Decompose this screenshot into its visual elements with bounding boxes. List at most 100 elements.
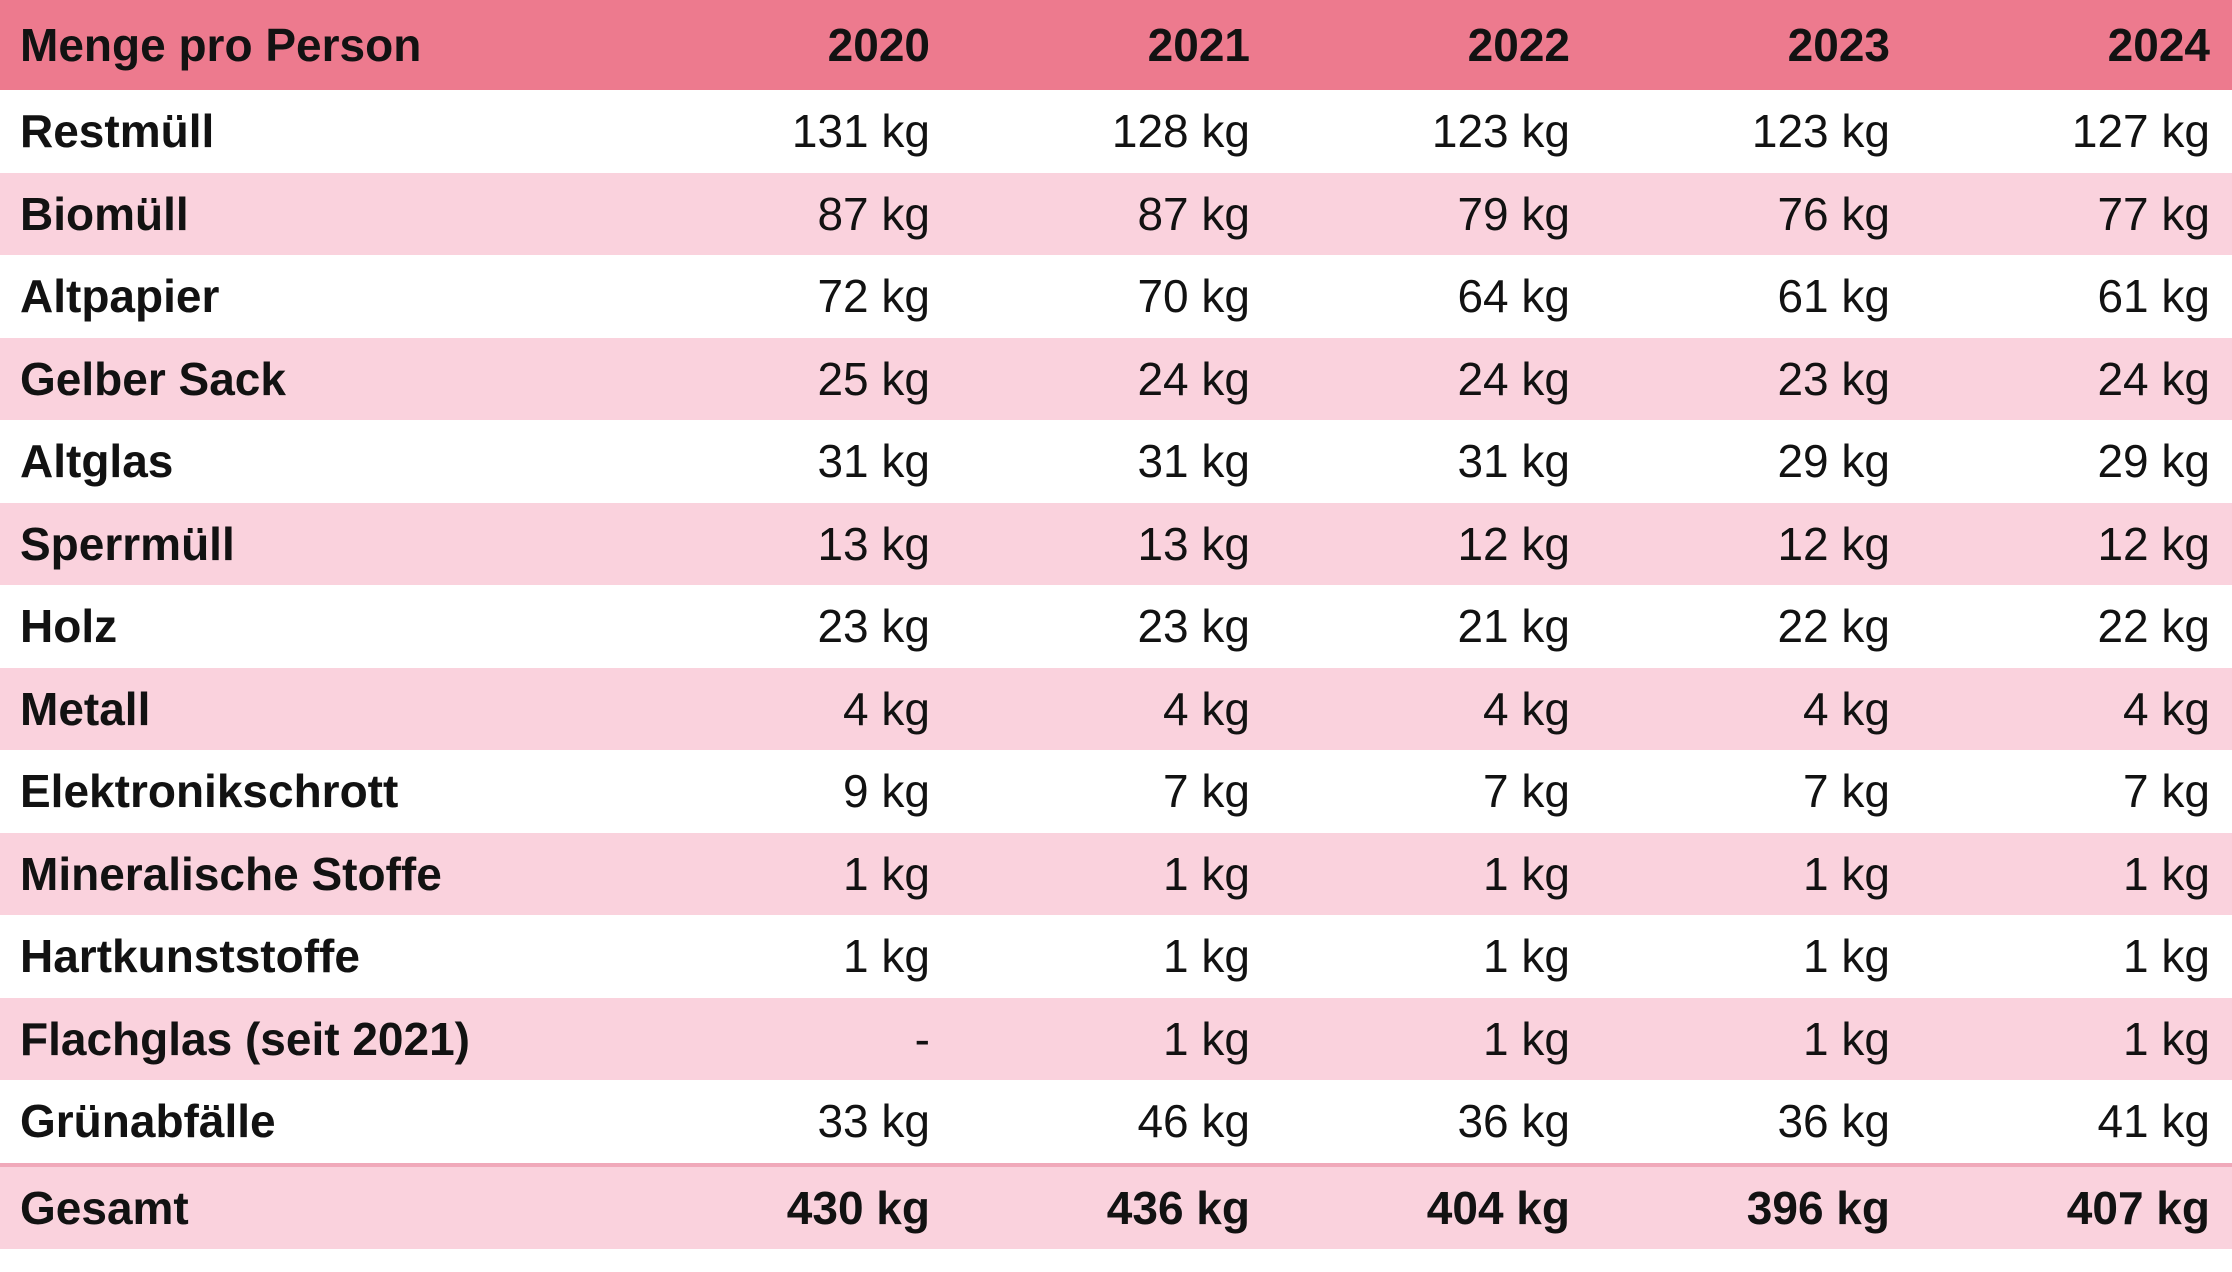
row-value: 23 kg: [817, 600, 930, 653]
row-value: 1 kg: [1163, 847, 1250, 900]
row-value: 1 kg: [1483, 1012, 1570, 1065]
table-title: Menge pro Person: [0, 0, 610, 90]
row-label: Gelber Sack: [20, 352, 286, 405]
row-value: 87 kg: [1137, 187, 1250, 240]
table-row: Biomüll 87 kg 87 kg 79 kg 76 kg 77 kg: [0, 172, 2232, 255]
row-value: 1 kg: [1483, 930, 1570, 983]
row-value: 36 kg: [1777, 1095, 1890, 1148]
row-value: 1 kg: [1803, 1012, 1890, 1065]
table-header-row: Menge pro Person 2020 2021 2022 2023 202…: [0, 0, 2232, 90]
row-value: 13 kg: [1137, 517, 1250, 570]
row-value: 22 kg: [1777, 600, 1890, 653]
row-label: Altglas: [20, 435, 174, 488]
row-value: 1 kg: [1483, 847, 1570, 900]
row-value: 24 kg: [1137, 352, 1250, 405]
table-row: Restmüll 131 kg 128 kg 123 kg 123 kg 127 kg: [0, 90, 2232, 173]
row-value: 31 kg: [1457, 435, 1570, 488]
row-value: 70 kg: [1137, 270, 1250, 323]
row-value: 4 kg: [1163, 682, 1250, 735]
column-header-2022: 2022: [1250, 0, 1570, 90]
row-value: 25 kg: [817, 352, 930, 405]
row-value: 430 kg: [610, 1162, 930, 1249]
row-value: 131 kg: [791, 105, 930, 158]
row-value: 36 kg: [1457, 1095, 1570, 1148]
row-label: Hartkunststoffe: [20, 930, 360, 983]
table-body: Restmüll 131 kg 128 kg 123 kg 123 kg 127 kg Bi…: [0, 90, 2232, 1249]
row-value: 1 kg: [843, 930, 930, 983]
row-value: 123 kg: [1431, 105, 1570, 158]
row-value: 72 kg: [817, 270, 930, 323]
row-label: Gesamt: [0, 1162, 610, 1249]
row-value: 9 kg: [843, 765, 930, 818]
row-value: 21 kg: [1457, 600, 1570, 653]
row-value: 23 kg: [1137, 600, 1250, 653]
row-value: 64 kg: [1457, 270, 1570, 323]
column-header-2024: 2024: [1890, 0, 2232, 90]
table-row: Holz 23 kg 23 kg 21 kg 22 kg 22 kg: [0, 585, 2232, 668]
row-value: 404 kg: [1250, 1162, 1570, 1249]
row-value: 4 kg: [1483, 682, 1570, 735]
row-value: 31 kg: [1137, 435, 1250, 488]
row-value: 4 kg: [1803, 682, 1890, 735]
row-label: Biomüll: [20, 187, 189, 240]
row-value: 12 kg: [2097, 517, 2210, 570]
row-label: Altpapier: [20, 270, 220, 323]
row-label: Flachglas (seit 2021): [20, 1012, 470, 1065]
row-value: 1 kg: [2123, 930, 2210, 983]
row-value: 76 kg: [1777, 187, 1890, 240]
row-value: 29 kg: [2097, 435, 2210, 488]
row-value: 1 kg: [2123, 1012, 2210, 1065]
table-row: Altglas 31 kg 31 kg 31 kg 29 kg 29 kg: [0, 420, 2232, 503]
row-value: 12 kg: [1457, 517, 1570, 570]
table-row: Hartkunststoffe 1 kg 1 kg 1 kg 1 kg 1 kg: [0, 915, 2232, 998]
row-value: 4 kg: [843, 682, 930, 735]
row-value: 123 kg: [1751, 105, 1890, 158]
row-label: Metall: [20, 682, 151, 735]
row-value: 46 kg: [1137, 1095, 1250, 1148]
row-value: 1 kg: [1803, 847, 1890, 900]
table-row: Metall 4 kg 4 kg 4 kg 4 kg 4 kg: [0, 667, 2232, 750]
row-value: 4 kg: [2123, 682, 2210, 735]
row-value: 127 kg: [2071, 105, 2210, 158]
row-value: 1 kg: [843, 847, 930, 900]
row-value: 12 kg: [1777, 517, 1890, 570]
row-value: 7 kg: [1483, 765, 1570, 818]
row-value: 1 kg: [1163, 1012, 1250, 1065]
row-value: 33 kg: [817, 1095, 930, 1148]
row-value: 396 kg: [1570, 1162, 1890, 1249]
table-row: Sperrmüll 13 kg 13 kg 12 kg 12 kg 12 kg: [0, 502, 2232, 585]
table-row: Altpapier 72 kg 70 kg 64 kg 61 kg 61 kg: [0, 255, 2232, 338]
row-value: 1 kg: [2123, 847, 2210, 900]
table-row: Mineralische Stoffe 1 kg 1 kg 1 kg 1 kg 1 kg: [0, 832, 2232, 915]
row-value: 128 kg: [1111, 105, 1250, 158]
row-value: 79 kg: [1457, 187, 1570, 240]
row-value: 7 kg: [2123, 765, 2210, 818]
row-value: 24 kg: [1457, 352, 1570, 405]
row-label: Sperrmüll: [20, 517, 235, 570]
row-value: 23 kg: [1777, 352, 1890, 405]
row-value: 1 kg: [1803, 930, 1890, 983]
table-row: Grünabfälle 33 kg 46 kg 36 kg 36 kg 41 kg: [0, 1080, 2232, 1165]
column-header-2023: 2023: [1570, 0, 1890, 90]
row-value: 7 kg: [1163, 765, 1250, 818]
table-row: Gelber Sack 25 kg 24 kg 24 kg 23 kg 24 kg: [0, 337, 2232, 420]
row-value: 436 kg: [930, 1162, 1250, 1249]
row-label: Mineralische Stoffe: [20, 847, 442, 900]
row-value: 61 kg: [1777, 270, 1890, 323]
column-header-2021: 2021: [930, 0, 1250, 90]
table-total-row: Gesamt 430 kg 436 kg 404 kg 396 kg 407 kg: [0, 1162, 2232, 1249]
row-value: 13 kg: [817, 517, 930, 570]
row-label: Holz: [20, 600, 118, 653]
row-value: 1 kg: [1163, 930, 1250, 983]
row-value: 7 kg: [1803, 765, 1890, 818]
row-value: 22 kg: [2097, 600, 2210, 653]
row-label: Elektronikschrott: [20, 765, 399, 818]
row-value: 29 kg: [1777, 435, 1890, 488]
row-value: 87 kg: [817, 187, 930, 240]
row-label: Grünabfälle: [20, 1095, 276, 1148]
row-value: 24 kg: [2097, 352, 2210, 405]
row-value: 31 kg: [817, 435, 930, 488]
row-value: 77 kg: [2097, 187, 2210, 240]
table-row: Elektronikschrott 9 kg 7 kg 7 kg 7 kg 7 kg: [0, 750, 2232, 833]
